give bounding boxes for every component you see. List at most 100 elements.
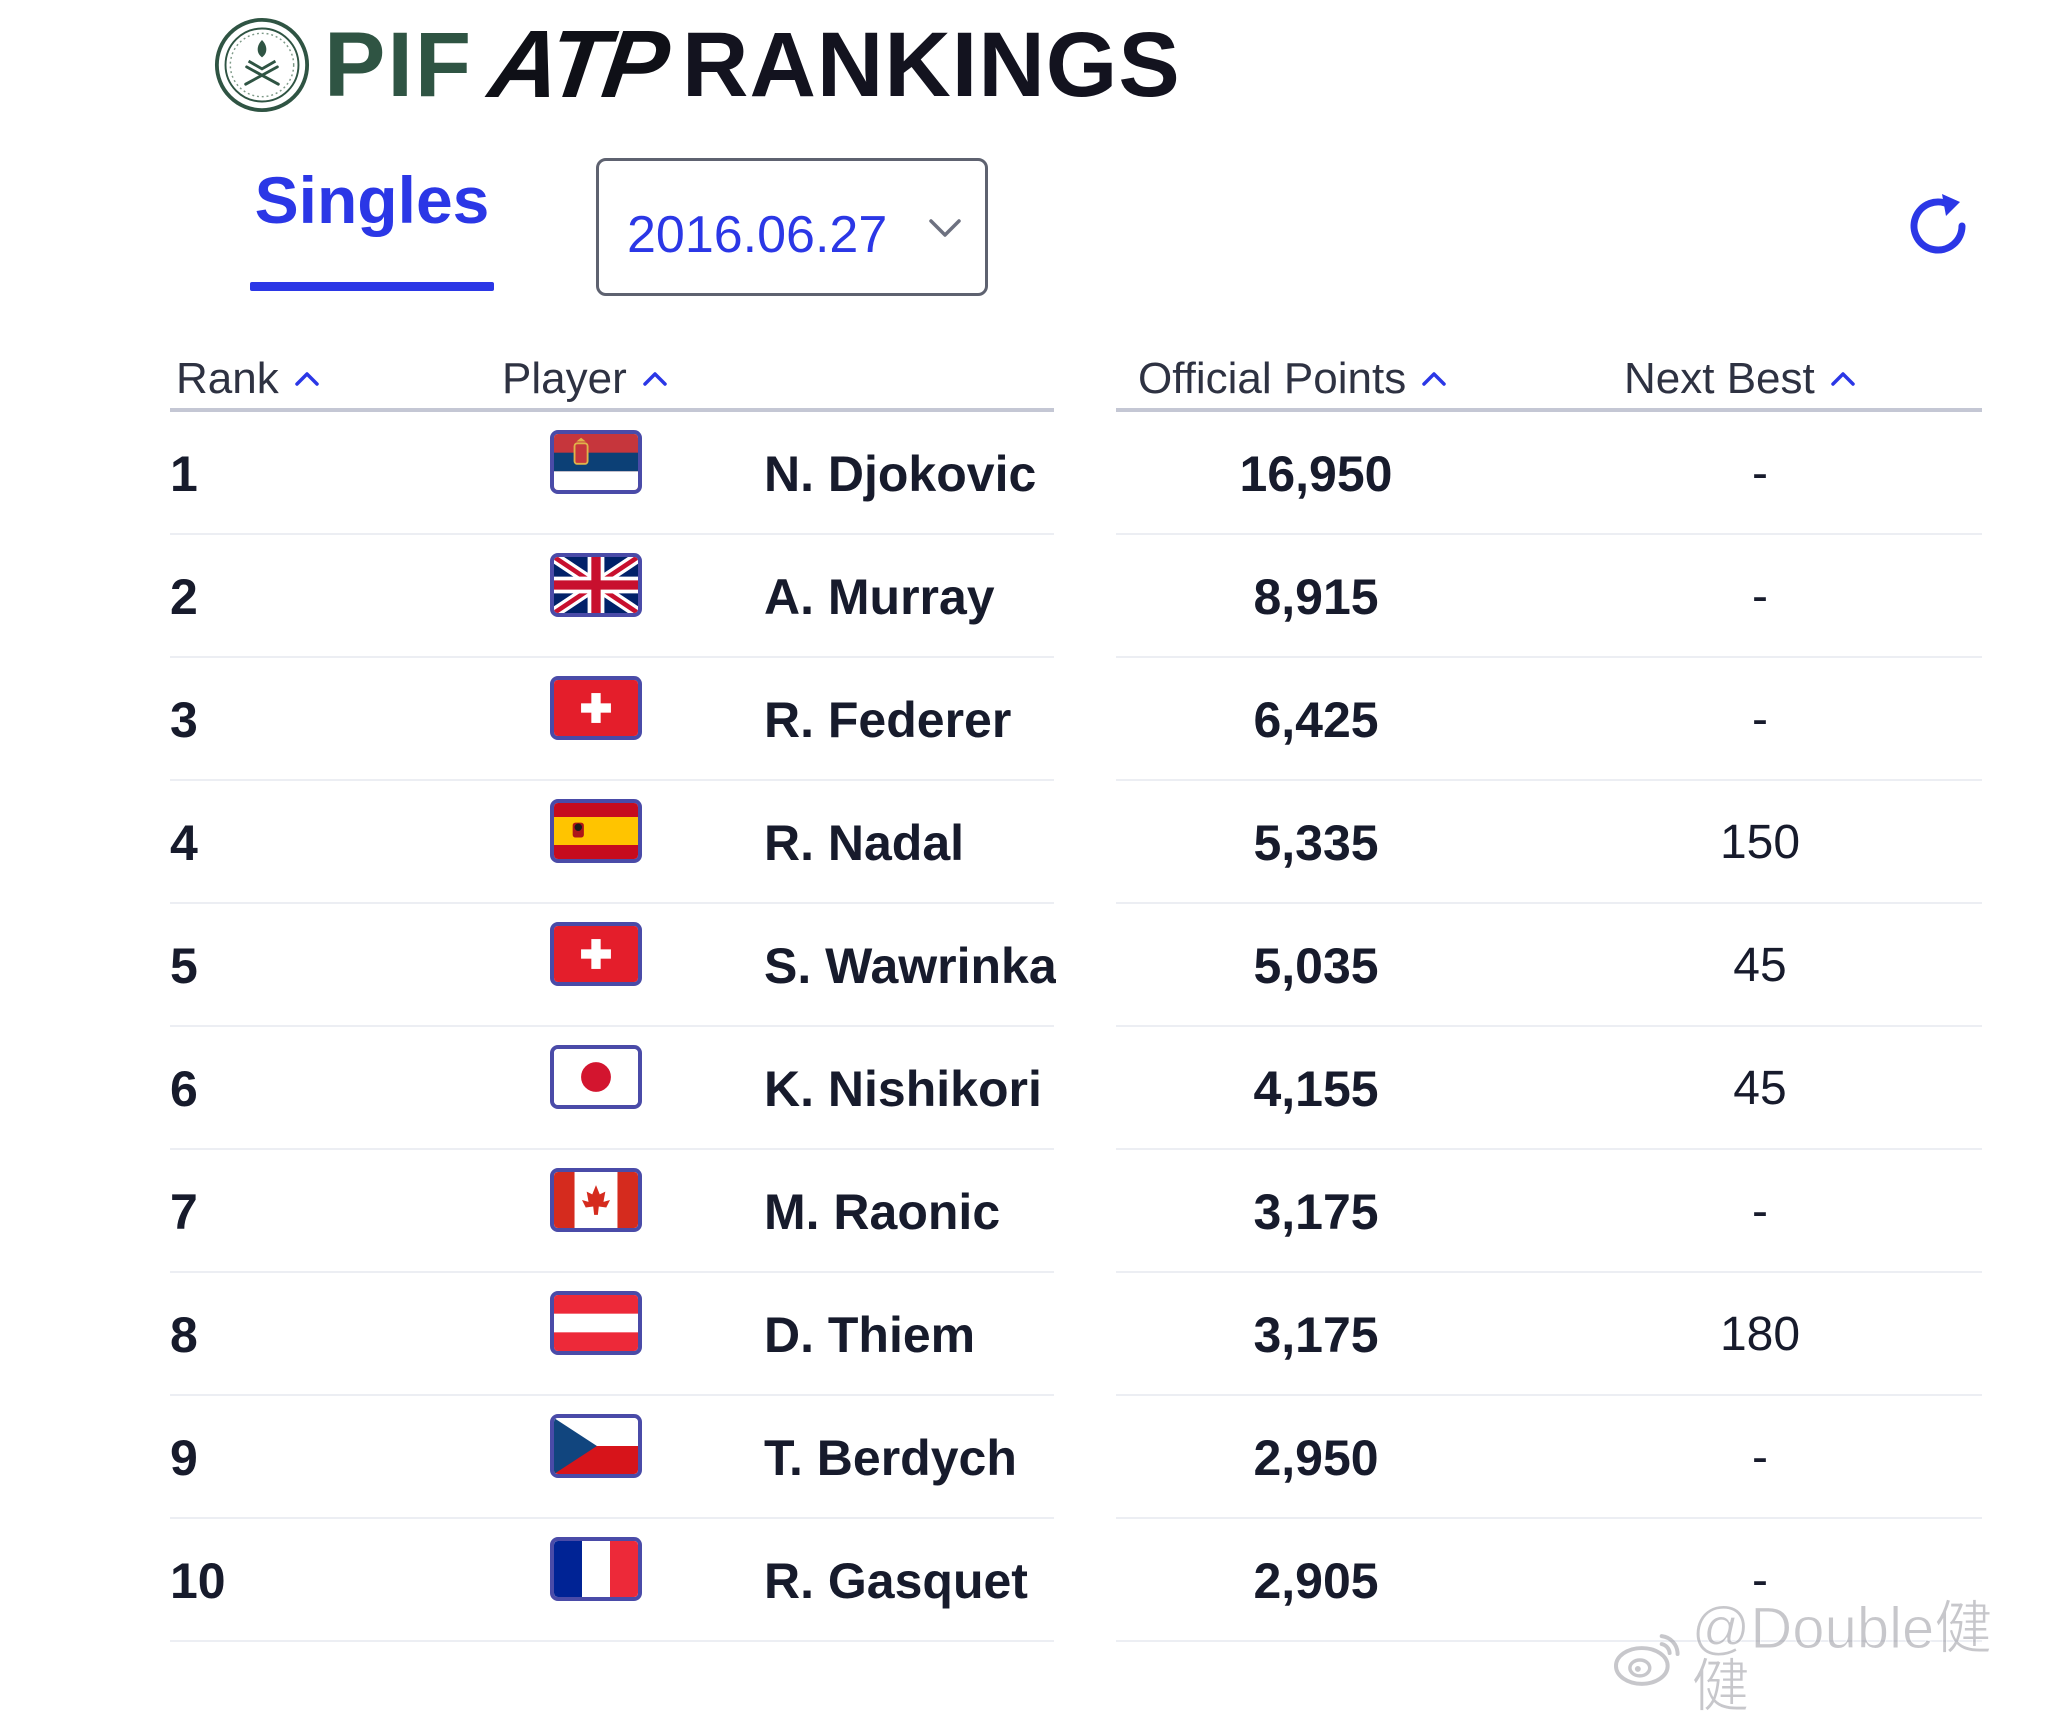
caret-up-icon (294, 372, 319, 386)
row-divider (1116, 1271, 1982, 1273)
table-header-divider (1116, 408, 1982, 412)
table-row[interactable]: 6 K. Nishikori 4,155 45 (0, 1027, 2048, 1150)
next-best-cell: 180 (1719, 1308, 1801, 1361)
next-best-cell: 45 (1733, 1062, 1787, 1115)
next-best-cell: - (1752, 1554, 1768, 1607)
flag-czech-republic-icon (550, 1414, 642, 1478)
table-row[interactable]: 7 M. Raonic 3,175 - (0, 1150, 2048, 1273)
flag-switzerland-icon (550, 676, 642, 740)
row-divider (170, 1517, 1054, 1519)
row-divider (170, 1271, 1054, 1273)
player-name-link[interactable]: T. Berdych (764, 1430, 1017, 1486)
active-tab-indicator (250, 282, 494, 291)
rank-cell: 6 (170, 1061, 198, 1117)
official-points-cell: 5,035 (1253, 938, 1379, 994)
row-divider (1116, 902, 1982, 904)
flag-spain-icon (550, 799, 642, 863)
player-name-link[interactable]: S. Wawrinka (764, 938, 1056, 994)
column-header-official-points[interactable]: Official Points (1138, 354, 1448, 404)
row-divider (170, 1148, 1054, 1150)
row-divider (170, 779, 1054, 781)
flag-canada-icon (550, 1168, 642, 1232)
row-divider (1116, 779, 1982, 781)
player-name-link[interactable]: M. Raonic (764, 1184, 1001, 1240)
player-name-link[interactable]: K. Nishikori (764, 1061, 1042, 1117)
player-name-link[interactable]: A. Murray (764, 569, 995, 625)
official-points-cell: 8,915 (1253, 569, 1379, 625)
rank-cell: 1 (170, 446, 198, 502)
brand-rankings: RANKINGS (682, 14, 1181, 116)
official-points-cell: 3,175 (1253, 1184, 1379, 1240)
row-divider (170, 533, 1054, 535)
player-name-link[interactable]: R. Federer (764, 692, 1012, 748)
player-name-link[interactable]: D. Thiem (764, 1307, 976, 1363)
table-row[interactable]: 4 R. Nadal 5,335 150 (0, 781, 2048, 904)
player-name-link[interactable]: R. Gasquet (764, 1553, 1028, 1609)
weibo-icon (1613, 1634, 1680, 1686)
rankings-table-body: 1 N. Djokovic 16,950 - 2 A. Murray 8,915 - 3 R. F… (0, 412, 2048, 1642)
brand-pif: PIF (324, 14, 474, 116)
next-best-cell: 150 (1719, 816, 1801, 869)
column-header-player-label: Player (502, 354, 627, 403)
next-best-cell: - (1752, 693, 1768, 746)
rank-cell: 2 (170, 569, 198, 625)
ranking-date-select[interactable]: 2016.06.27 (596, 158, 988, 296)
rank-cell: 7 (170, 1184, 198, 1240)
official-points-cell: 16,950 (1239, 446, 1393, 502)
row-divider (1116, 1394, 1982, 1396)
chevron-down-icon (929, 219, 961, 237)
official-points-cell: 5,335 (1253, 815, 1379, 871)
flag-great-britain-icon (550, 553, 642, 617)
official-points-cell: 3,175 (1253, 1307, 1379, 1363)
brand-atp-logo: ATP (483, 11, 672, 118)
player-name-link[interactable]: N. Djokovic (764, 446, 1037, 502)
flag-france-icon (550, 1537, 642, 1601)
watermark: @Double健健 (1612, 1596, 2048, 1719)
next-best-cell: - (1752, 1185, 1768, 1238)
watermark-text: @Double健健 (1691, 1596, 1993, 1719)
table-row[interactable]: 3 R. Federer 6,425 - (0, 658, 2048, 781)
row-divider (170, 1394, 1054, 1396)
table-row[interactable]: 1 N. Djokovic 16,950 - (0, 412, 2048, 535)
column-header-rank-label: Rank (176, 354, 279, 403)
rank-cell: 9 (170, 1430, 198, 1486)
official-points-cell: 4,155 (1253, 1061, 1379, 1117)
pif-emblem-icon (214, 17, 310, 113)
flag-serbia-icon (550, 430, 642, 494)
caret-up-icon (1422, 372, 1446, 386)
table-row[interactable]: 9 T. Berdych 2,950 - (0, 1396, 2048, 1519)
row-divider (1116, 1640, 1982, 1642)
table-row[interactable]: 8 D. Thiem 3,175 180 (0, 1273, 2048, 1396)
column-header-rank[interactable]: Rank (176, 354, 321, 404)
column-header-points-label: Official Points (1138, 354, 1407, 403)
flag-japan-icon (550, 1045, 642, 1109)
caret-up-icon (1831, 372, 1855, 386)
table-row[interactable]: 5 S. Wawrinka 5,035 45 (0, 904, 2048, 1027)
table-row[interactable]: 2 A. Murray 8,915 - (0, 535, 2048, 658)
column-header-next-best[interactable]: Next Best (1624, 354, 1857, 404)
next-best-cell: - (1752, 1431, 1768, 1484)
tab-singles[interactable]: Singles (250, 160, 494, 296)
row-divider (1116, 1148, 1982, 1150)
table-row[interactable]: 10 R. Gasquet 2,905 - (0, 1519, 2048, 1642)
row-divider (170, 1640, 1054, 1642)
table-header-divider (170, 408, 1054, 412)
row-divider (170, 1025, 1054, 1027)
flag-austria-icon (550, 1291, 642, 1355)
caret-up-icon (642, 372, 667, 386)
row-divider (1116, 1025, 1982, 1027)
rank-cell: 8 (170, 1307, 198, 1363)
next-best-cell: - (1752, 570, 1768, 623)
refresh-icon[interactable] (1898, 186, 1978, 266)
official-points-cell: 6,425 (1253, 692, 1379, 748)
official-points-cell: 2,950 (1253, 1430, 1379, 1486)
next-best-cell: 45 (1733, 939, 1787, 992)
page-header: PIF ATP RANKINGS (214, 10, 1181, 120)
column-header-player[interactable]: Player (502, 354, 669, 404)
player-name-link[interactable]: R. Nadal (764, 815, 965, 871)
rank-cell: 5 (170, 938, 198, 994)
tab-singles-label: Singles (254, 163, 490, 237)
rank-cell: 10 (170, 1553, 226, 1609)
rank-cell: 4 (170, 815, 198, 871)
next-best-cell: - (1752, 447, 1768, 500)
